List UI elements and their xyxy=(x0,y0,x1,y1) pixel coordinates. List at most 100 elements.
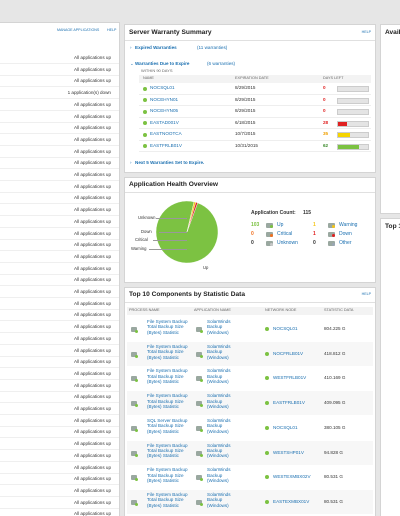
server-name[interactable]: NOCEHYN05 xyxy=(150,108,179,113)
network-node[interactable]: NOCFRLB01V xyxy=(273,350,304,356)
app-status: All applications up xyxy=(73,300,111,306)
server-name[interactable]: EASTFRLB01V xyxy=(150,142,182,148)
legend-label[interactable]: Down xyxy=(339,231,352,237)
status-dot xyxy=(135,502,138,506)
row-separator xyxy=(0,484,119,486)
days-bar-track xyxy=(337,97,369,104)
application-name[interactable]: SolarWinds Backup (Windows) xyxy=(207,442,231,459)
process-name[interactable]: File System Backup Total Backup Size (By… xyxy=(147,491,188,508)
network-node[interactable]: WESTEXMBX02V xyxy=(273,474,311,480)
node-dot xyxy=(265,401,269,406)
app-status: All applications up xyxy=(73,441,111,447)
server-name[interactable]: EASTNOOTCA xyxy=(150,131,182,136)
status-dot xyxy=(200,379,203,383)
statistic-data: 380.105 G xyxy=(324,424,346,430)
network-node[interactable]: WESTSHP01V xyxy=(273,449,304,455)
row-stripe xyxy=(127,341,373,366)
process-name[interactable]: File System Backup Total Backup Size (By… xyxy=(147,393,188,409)
legend-swatch xyxy=(332,225,335,228)
row-separator xyxy=(0,320,119,322)
panel-title: Avail xyxy=(385,29,400,36)
app-status: All applications up xyxy=(73,417,111,423)
days-left: 35 xyxy=(323,131,329,136)
legend-count: 1 xyxy=(313,231,316,237)
node-dot xyxy=(265,327,269,331)
row-separator xyxy=(0,133,119,135)
server-dot xyxy=(143,86,147,91)
application-name[interactable]: SolarWinds Backup (Windows) xyxy=(207,343,231,360)
title-rule xyxy=(125,192,375,193)
process-name[interactable]: File System Backup Total Backup Size (By… xyxy=(147,442,188,459)
row-separator xyxy=(0,425,119,427)
row-separator xyxy=(0,437,119,439)
row-separator xyxy=(0,109,119,111)
process-name[interactable]: File System Backup Total Backup Size (By… xyxy=(147,467,188,483)
expiration-date: 8/29/2015 xyxy=(235,85,256,90)
within-label: WITHIN 90 DAYS xyxy=(141,68,173,73)
network-node[interactable]: NOCSQL01 xyxy=(273,424,298,430)
application-name[interactable]: SolarWinds Backup (Windows) xyxy=(207,417,231,434)
process-name[interactable]: File System Backup Total Backup Size (By… xyxy=(147,319,188,335)
panel-title: Application Health Overview xyxy=(129,181,219,188)
row-separator xyxy=(0,86,119,88)
network-node[interactable]: EASTFRLB01V xyxy=(273,400,305,406)
legend-icon xyxy=(328,232,335,237)
legend-label[interactable]: Other xyxy=(339,240,352,246)
process-name[interactable]: SQL Server Backup Total Backup Size (Byt… xyxy=(147,417,188,434)
app-status: All applications up xyxy=(73,66,111,72)
process-name[interactable]: File System Backup Total Backup Size (By… xyxy=(147,368,188,385)
row-separator xyxy=(0,250,119,252)
due-link[interactable]: Warranties Due to Expire xyxy=(135,61,190,66)
help-link[interactable]: HELP xyxy=(361,292,371,296)
app-status: All applications up xyxy=(73,160,111,166)
network-node[interactable]: EASTEXMBX01V xyxy=(273,498,310,504)
node-dot xyxy=(265,351,269,356)
help-link[interactable]: HELP xyxy=(107,28,117,32)
legend-label[interactable]: Critical xyxy=(277,231,293,237)
app-status: All applications up xyxy=(73,253,111,259)
row-separator xyxy=(0,507,119,509)
server-name[interactable]: EASTAD001V xyxy=(150,119,179,125)
column-header: EXPIRATION DATE xyxy=(235,76,269,80)
icon xyxy=(131,401,137,407)
process-name[interactable]: File System Backup Total Backup Size (By… xyxy=(147,343,188,360)
server-name[interactable]: NOCEHYN01 xyxy=(150,96,179,102)
network-node[interactable]: NOCSQL01 xyxy=(273,326,298,331)
components-panel: Top 10 Components by Statistic Data HELP P… xyxy=(124,287,376,516)
node-dot xyxy=(265,376,269,381)
statistic-data: 80.531 G xyxy=(324,474,343,480)
statistic-data: 418.812 G xyxy=(324,350,346,356)
legend-swatch xyxy=(270,243,273,246)
status-dot xyxy=(135,453,138,457)
application-name[interactable]: SolarWinds Backup (Windows) xyxy=(207,393,231,409)
status-dot xyxy=(200,428,203,432)
days-bar xyxy=(338,133,350,137)
next-link[interactable]: Next 5 Warranties Set to Expire. xyxy=(135,160,205,165)
application-name[interactable]: SolarWinds Backup (Windows) xyxy=(207,467,231,483)
app-status: All applications up xyxy=(73,78,111,84)
applications-panel: MANAGE APPLICATIONS HELP All applications … xyxy=(0,22,120,516)
row-separator xyxy=(0,343,119,345)
legend-label[interactable]: Unknown xyxy=(277,240,298,246)
legend-label[interactable]: Warning xyxy=(339,222,358,228)
chevron: › xyxy=(130,45,132,50)
row-stripe xyxy=(127,391,373,416)
legend-icon xyxy=(266,232,273,237)
legend-label[interactable]: Up xyxy=(277,222,284,228)
application-name[interactable]: SolarWinds Backup (Windows) xyxy=(207,319,231,335)
status-dot xyxy=(200,453,203,457)
health-panel: Application Health Overview Unknown Down Cr… xyxy=(124,177,376,283)
expired-link[interactable]: Expired Warranties xyxy=(135,45,177,50)
pie-label: Up xyxy=(203,265,209,270)
app-status: All applications up xyxy=(73,148,111,154)
server-name[interactable]: NOCSQL01 xyxy=(150,85,175,90)
application-name[interactable]: SolarWinds Backup (Windows) xyxy=(207,491,231,508)
app-status: All applications up xyxy=(73,429,111,435)
network-node[interactable]: WESTFRLB01V xyxy=(273,375,307,381)
manage-link[interactable]: MANAGE APPLICATIONS xyxy=(57,28,100,32)
column-header: PROCESS NAME xyxy=(129,308,160,312)
application-name[interactable]: SolarWinds Backup (Windows) xyxy=(207,368,231,385)
days-bar-track xyxy=(337,143,369,150)
help-link[interactable]: HELP xyxy=(361,30,371,34)
row-separator xyxy=(0,285,119,287)
